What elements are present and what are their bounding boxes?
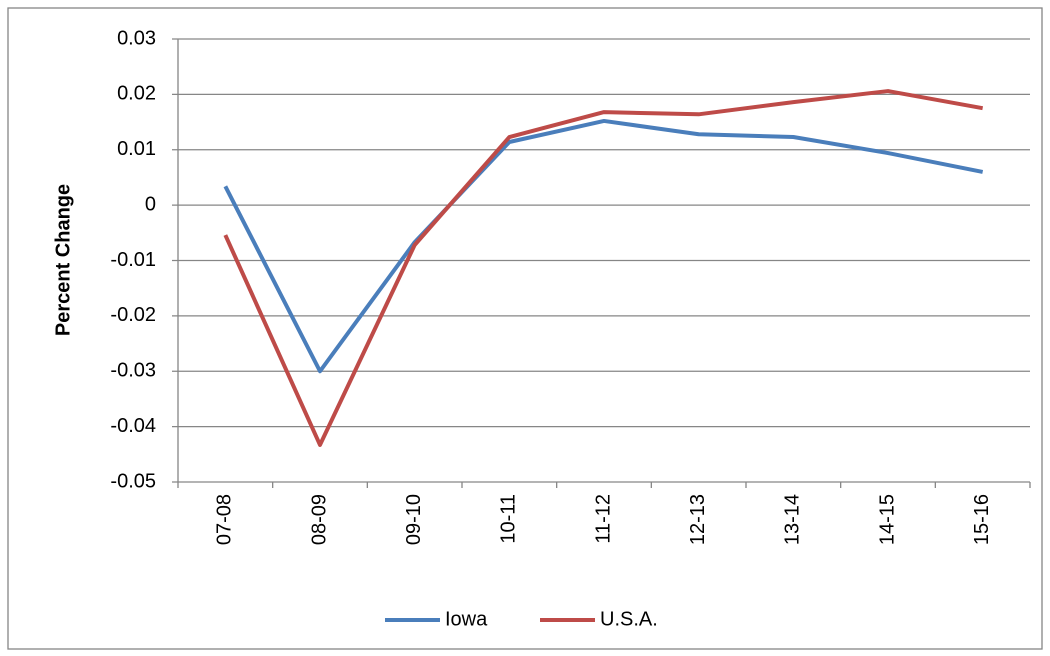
y-tick-label: 0.01 bbox=[117, 138, 156, 160]
x-tick-label: 07-08 bbox=[214, 494, 236, 545]
legend-label: Iowa bbox=[445, 608, 488, 630]
x-tick-label: 15-16 bbox=[971, 494, 993, 545]
x-tick-label: 14-15 bbox=[876, 494, 898, 545]
x-tick-label: 11-12 bbox=[592, 494, 614, 544]
series-line bbox=[223, 89, 984, 447]
x-tick-label: 12-13 bbox=[687, 494, 709, 545]
x-tick-label: 09-10 bbox=[403, 494, 425, 545]
y-axis-title: Percent Change bbox=[52, 184, 74, 336]
series-line bbox=[223, 118, 984, 374]
y-tick-label: -0.03 bbox=[110, 360, 156, 382]
y-tick-label: -0.02 bbox=[110, 304, 156, 326]
x-tick-label: 08-09 bbox=[308, 494, 330, 545]
y-tick-label: -0.04 bbox=[110, 415, 156, 437]
y-tick-label: 0.02 bbox=[117, 83, 156, 105]
legend-label: U.S.A. bbox=[600, 608, 658, 630]
y-tick-label: -0.01 bbox=[110, 249, 156, 271]
x-tick-label: 13-14 bbox=[782, 494, 804, 545]
x-tick-label: 10-11 bbox=[498, 494, 520, 544]
y-tick-label: -0.05 bbox=[110, 470, 156, 492]
y-tick-label: 0 bbox=[145, 193, 156, 215]
chart-border bbox=[7, 7, 1043, 650]
y-tick-label: 0.03 bbox=[117, 27, 156, 49]
